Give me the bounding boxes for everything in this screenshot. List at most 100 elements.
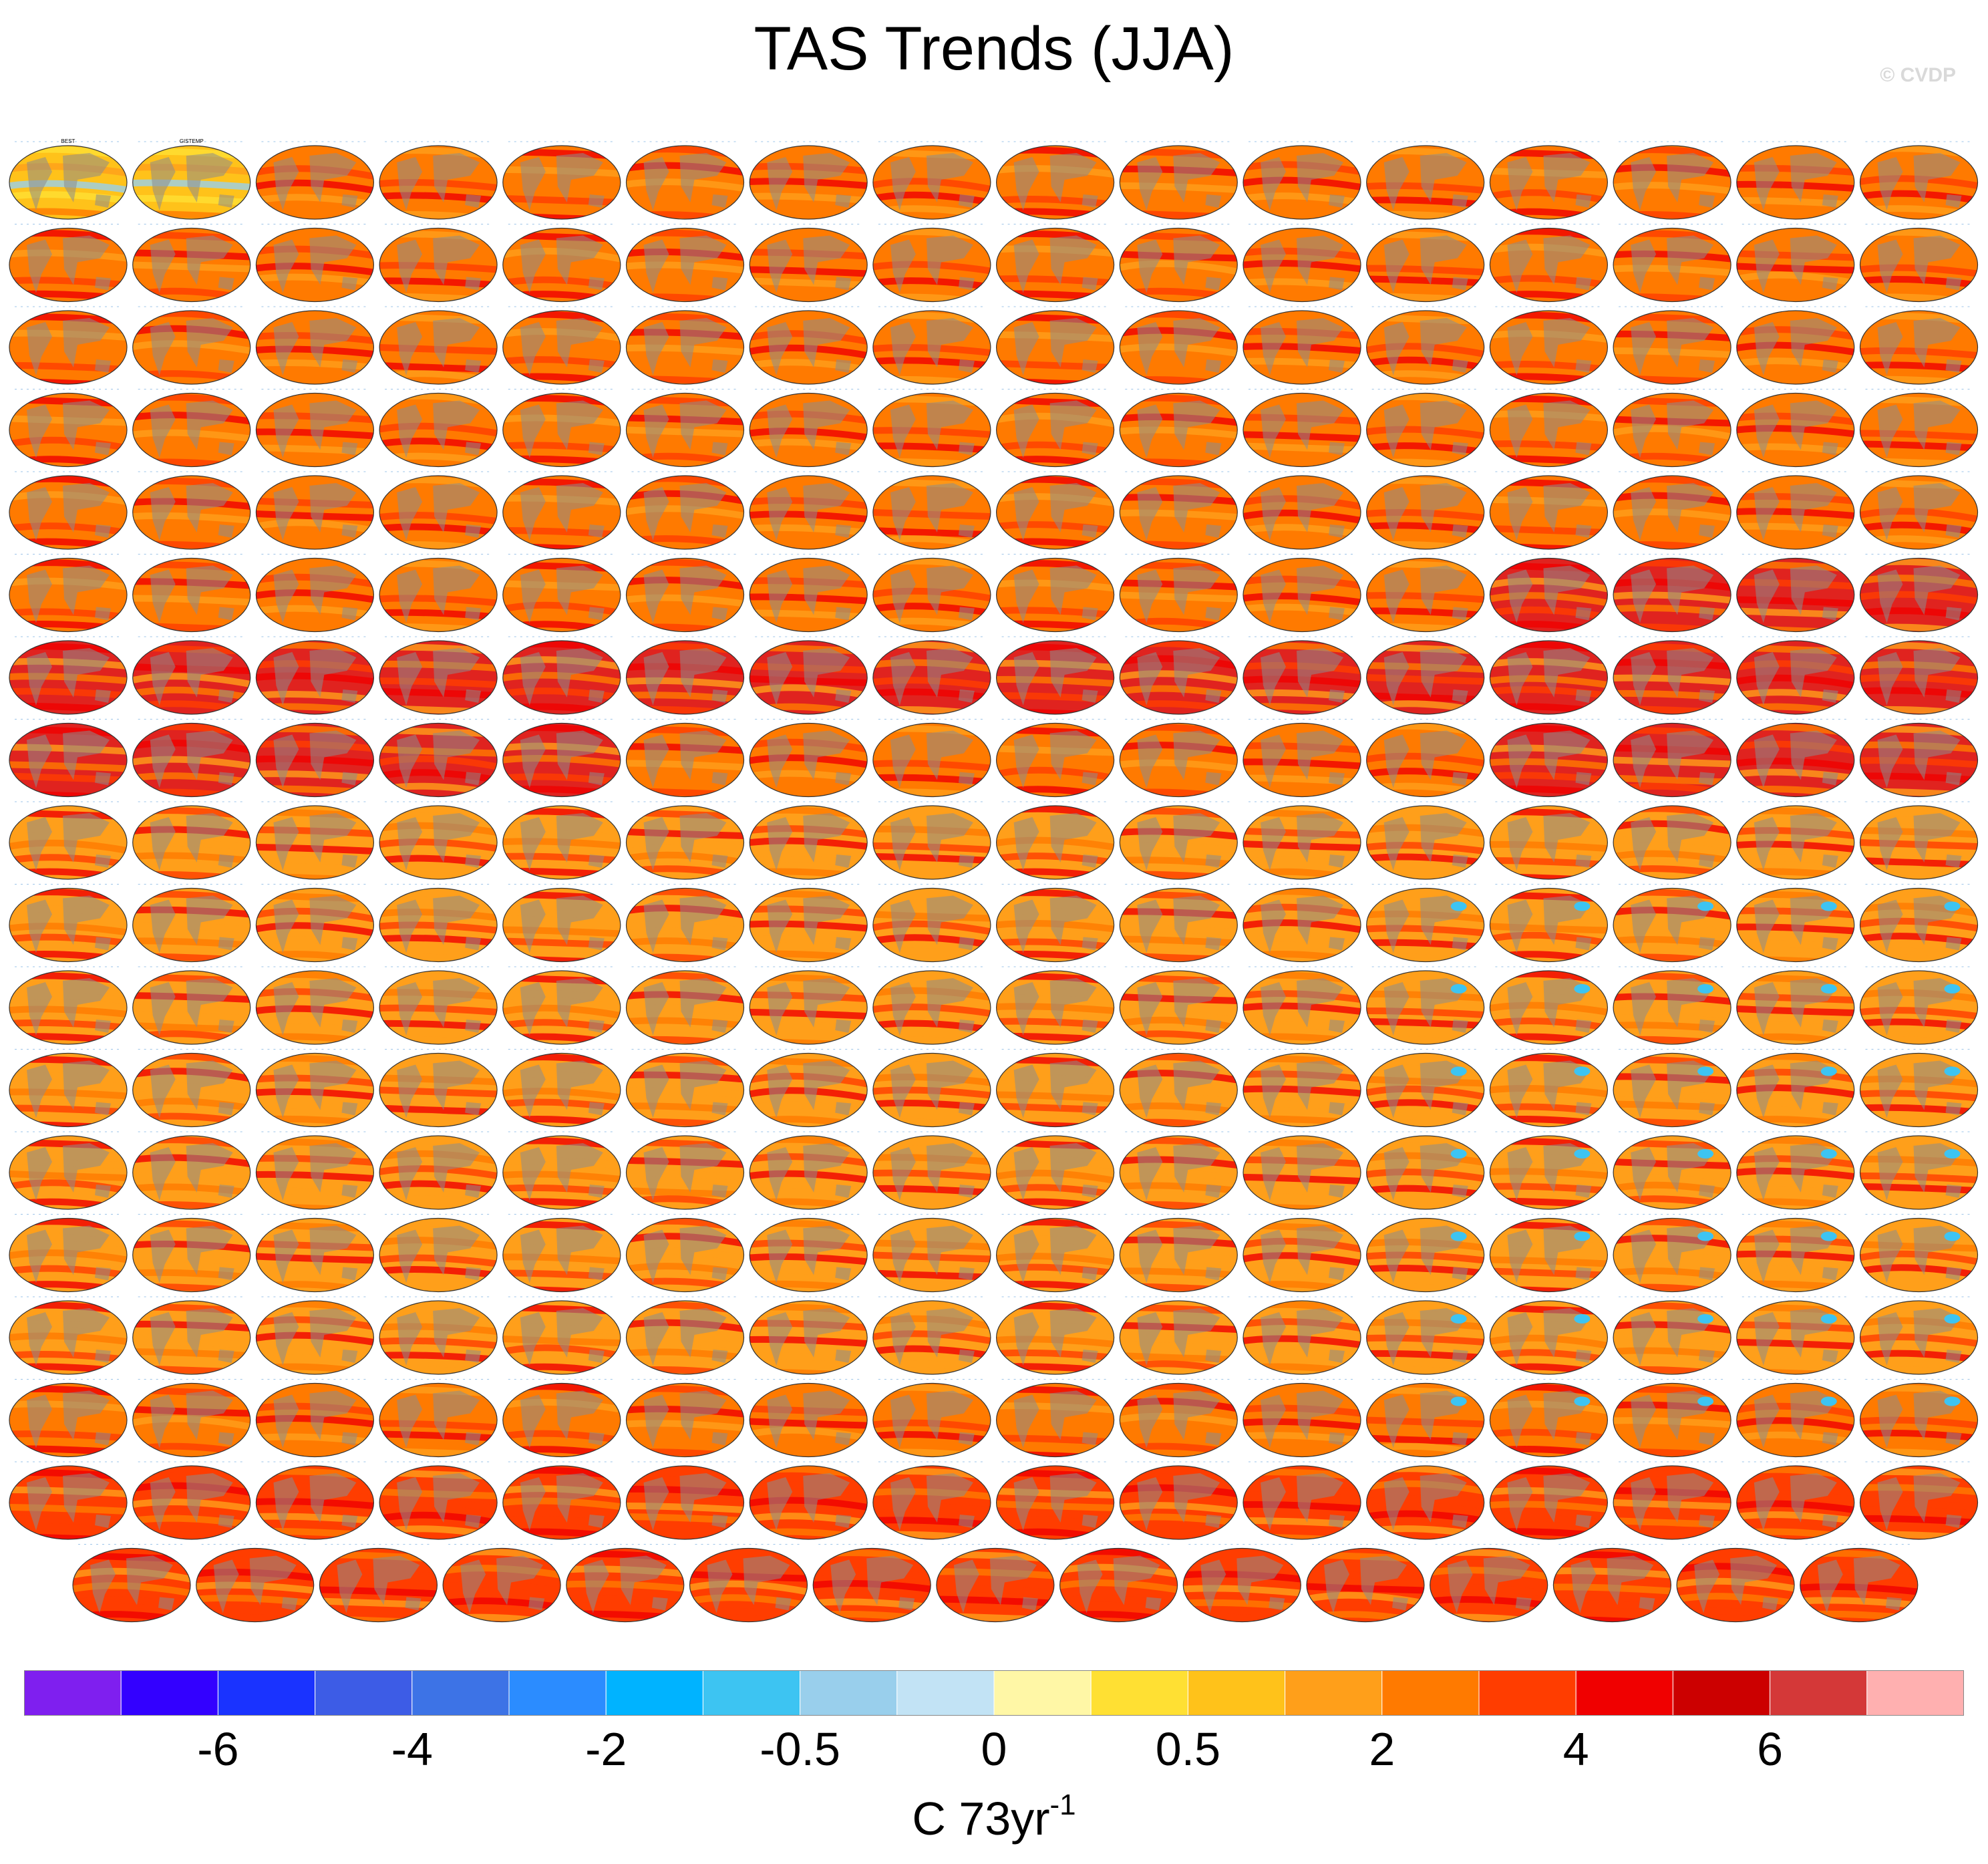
map-panel xyxy=(255,141,374,220)
map-panel xyxy=(502,306,621,385)
colorbar-units: C 73yr-1 xyxy=(0,1777,1988,1847)
watermark: © CVDP xyxy=(1880,64,1956,86)
map-panel xyxy=(502,141,621,220)
map-panel xyxy=(1859,884,1979,963)
colorbar-box xyxy=(1770,1670,1868,1716)
map-panel xyxy=(132,554,251,633)
map-panel xyxy=(132,1379,251,1458)
map-panel xyxy=(255,306,374,385)
map-panel xyxy=(1736,471,1855,550)
colorbar-box xyxy=(1381,1670,1480,1716)
map-panel xyxy=(1489,224,1608,303)
map-panel xyxy=(995,966,1115,1045)
map-panel xyxy=(1182,1544,1301,1623)
map-panel xyxy=(995,471,1115,550)
map-panel xyxy=(995,884,1115,963)
map-panel xyxy=(1119,1379,1238,1458)
map-panel xyxy=(132,224,251,303)
map-panel xyxy=(625,554,745,633)
map-panel xyxy=(502,224,621,303)
map-panel xyxy=(9,224,128,303)
map-panel xyxy=(1242,389,1361,468)
map-panel xyxy=(1489,884,1608,963)
map-panel xyxy=(1366,471,1485,550)
map-panel xyxy=(872,1461,991,1540)
map-panel xyxy=(379,636,498,715)
map-panel xyxy=(255,1461,374,1540)
map-panel xyxy=(1489,1296,1608,1375)
map-panel xyxy=(502,1131,621,1210)
map-panel xyxy=(1119,1296,1238,1375)
map-panel xyxy=(132,884,251,963)
map-panel xyxy=(1489,966,1608,1045)
map-panel xyxy=(1119,1461,1238,1540)
map-panel xyxy=(1613,1296,1731,1375)
map-panel xyxy=(1859,306,1979,385)
map-panel xyxy=(379,884,498,963)
map-panel xyxy=(132,306,251,385)
map-panel xyxy=(1613,966,1731,1045)
map-panel xyxy=(625,966,745,1045)
map-panel xyxy=(132,141,251,220)
map-panel xyxy=(1242,1379,1361,1458)
map-panel xyxy=(1489,389,1608,468)
map-panel xyxy=(1613,306,1731,385)
map-panel xyxy=(1242,141,1361,220)
map-panel xyxy=(812,1544,931,1623)
map-panel xyxy=(379,1049,498,1128)
map-panel xyxy=(995,1049,1115,1128)
map-panel xyxy=(1613,471,1731,550)
map-panel xyxy=(1119,636,1238,715)
colorbar-box xyxy=(1187,1670,1286,1716)
map-panel xyxy=(255,554,374,633)
map-panel xyxy=(1366,306,1485,385)
map-panel xyxy=(749,1131,868,1210)
map-panel xyxy=(1859,471,1979,550)
map-panel xyxy=(132,966,251,1045)
map-panel xyxy=(749,306,868,385)
map-panel xyxy=(1613,801,1731,880)
map-panel xyxy=(749,554,868,633)
colorbar-tick-label: 4 xyxy=(1562,1723,1589,1775)
map-panel xyxy=(502,389,621,468)
map-panel xyxy=(995,224,1115,303)
map-panel xyxy=(132,389,251,468)
colorbar-tick-label: 6 xyxy=(1757,1723,1784,1775)
map-panel xyxy=(1366,1296,1485,1375)
map-panel xyxy=(1859,1461,1979,1540)
map-panel xyxy=(872,801,991,880)
map-panel xyxy=(1119,719,1238,798)
map-panel xyxy=(1859,554,1979,633)
map-panel xyxy=(379,306,498,385)
map-panel xyxy=(502,1296,621,1375)
map-panel xyxy=(255,1131,374,1210)
map-panel xyxy=(379,1131,498,1210)
colorbar-box xyxy=(1575,1670,1673,1716)
map-panel xyxy=(1489,1131,1608,1210)
map-panel xyxy=(72,1544,191,1623)
colorbar-box xyxy=(605,1670,703,1716)
map-panel xyxy=(625,884,745,963)
map-panel xyxy=(379,141,498,220)
map-panel xyxy=(1613,719,1731,798)
map-panel xyxy=(379,471,498,550)
map-panel xyxy=(1242,719,1361,798)
map-panel xyxy=(1613,1461,1731,1540)
map-panel xyxy=(1736,1214,1855,1293)
map-panel xyxy=(872,389,991,468)
map-panel xyxy=(379,966,498,1045)
map-panel xyxy=(9,1131,128,1210)
map-panel xyxy=(1736,801,1855,880)
map-panel xyxy=(9,554,128,633)
map-panel xyxy=(1613,636,1731,715)
map-panel xyxy=(749,1379,868,1458)
map-panel xyxy=(872,1379,991,1458)
map-panel xyxy=(132,1214,251,1293)
map-panel xyxy=(1242,306,1361,385)
map-panel xyxy=(9,141,128,220)
map-panel xyxy=(749,224,868,303)
map-panel xyxy=(502,471,621,550)
map-panel xyxy=(1489,554,1608,633)
map-panel xyxy=(1242,884,1361,963)
map-panel xyxy=(1119,389,1238,468)
